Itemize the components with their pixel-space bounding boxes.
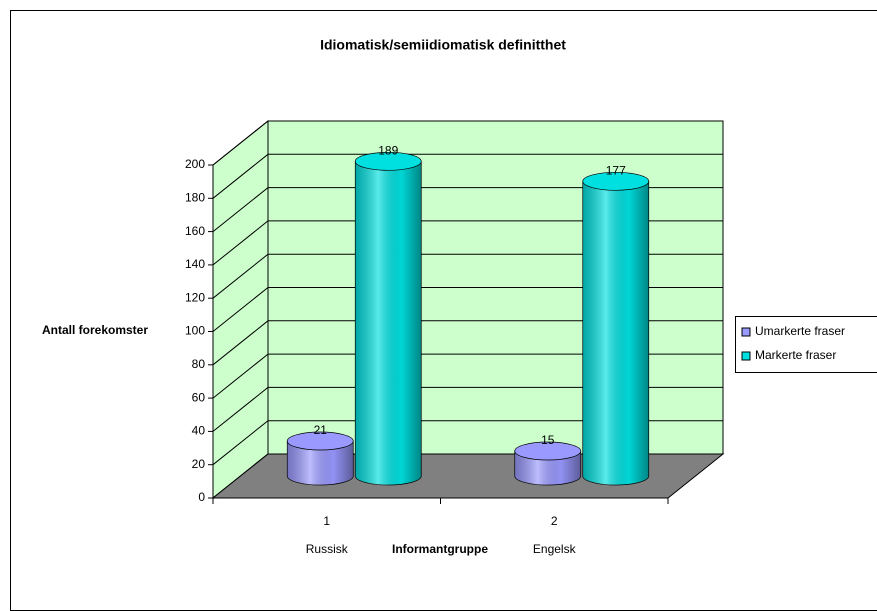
chart-title: Idiomatisk/semiidiomatisk definitthet <box>320 37 566 53</box>
cylinder-top <box>514 441 582 461</box>
cylinder-shade <box>355 161 422 485</box>
x-tick-label: 1 <box>323 514 330 528</box>
legend-swatch <box>741 327 751 337</box>
cylinder <box>286 431 354 486</box>
cylinder-shade <box>287 441 354 485</box>
legend-swatch <box>741 351 751 361</box>
grid-line <box>212 353 723 399</box>
y-tick-label: 0 <box>198 490 205 504</box>
x-tick-sublabel: Russisk <box>306 542 349 556</box>
grid-line <box>212 320 723 366</box>
cylinder <box>582 171 650 486</box>
y-tick-label: 100 <box>185 324 205 338</box>
x-tick-label: 2 <box>551 514 558 528</box>
grid-line <box>212 120 723 166</box>
legend-label: Umarkerte fraser <box>755 324 845 338</box>
legend-label: Markerte fraser <box>755 348 836 362</box>
grid-line <box>212 287 723 332</box>
legend-box <box>735 316 877 373</box>
y-tick-label: 140 <box>185 257 205 271</box>
cylinder-top <box>582 171 650 191</box>
grid-line <box>212 220 723 266</box>
data-label: 15 <box>541 433 555 447</box>
cylinder <box>354 151 422 486</box>
y-tick-label: 60 <box>192 390 206 404</box>
grid-line <box>212 420 723 466</box>
x-tick-sublabel: Engelsk <box>533 542 577 556</box>
y-tick-label: 160 <box>185 224 205 238</box>
y-axis-title: Antall forekomster <box>42 323 148 337</box>
data-label: 21 <box>314 423 328 437</box>
data-label: 177 <box>606 163 626 177</box>
grid-line <box>212 187 723 232</box>
y-tick-label: 80 <box>192 357 206 371</box>
data-label: 189 <box>378 143 398 157</box>
cylinder-top <box>354 151 422 171</box>
y-tick-label: 20 <box>192 457 206 471</box>
cylinder-shade <box>582 181 649 486</box>
grid-line <box>212 386 723 432</box>
cylinder-shade <box>514 451 581 485</box>
cylinder-top <box>286 431 354 451</box>
grid-line <box>212 153 723 199</box>
grid-line <box>212 253 723 299</box>
y-tick-label: 40 <box>192 424 206 438</box>
x-axis-title: Informantgruppe <box>392 542 488 556</box>
y-tick-label: 200 <box>185 157 205 171</box>
y-tick-label: 120 <box>185 290 205 304</box>
cylinder <box>514 441 582 486</box>
y-tick-label: 180 <box>185 190 205 204</box>
